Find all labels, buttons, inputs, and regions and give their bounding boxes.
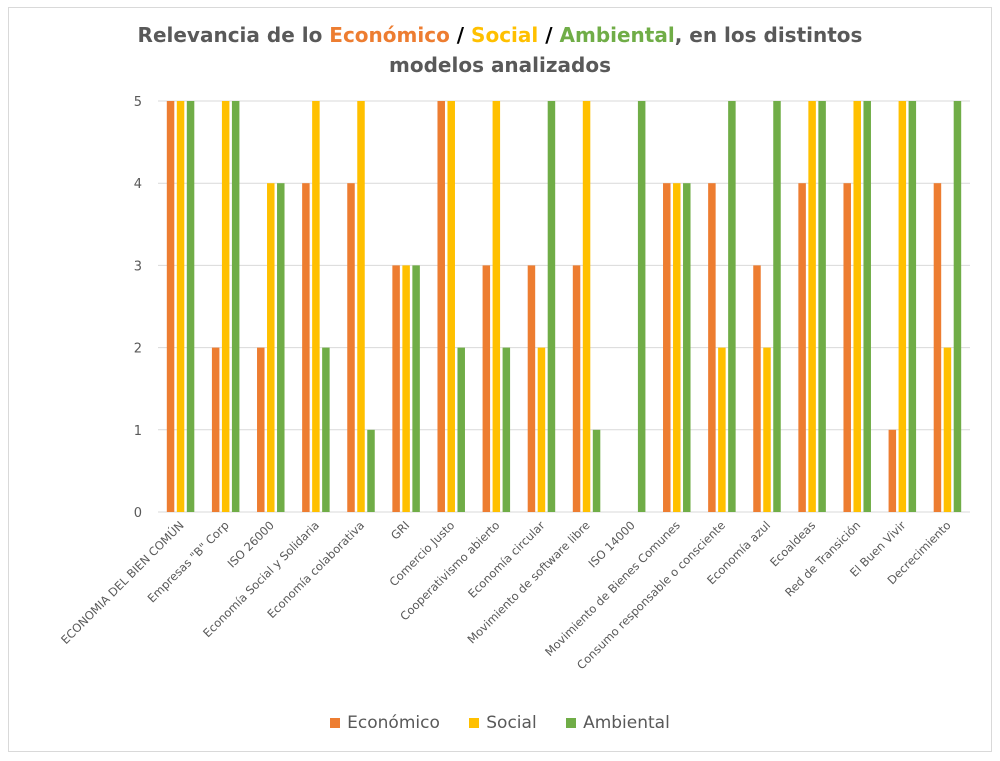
bar-economico-14 [798, 183, 806, 512]
x-tick-label: GRI [388, 518, 412, 542]
bar-economico-12 [708, 183, 716, 512]
x-tick-label: Red de Transición [782, 518, 863, 599]
bar-economico-7 [482, 265, 491, 512]
bar-economico-3 [302, 183, 310, 512]
y-axis-ticks: 0 1 2 3 4 5 [134, 95, 142, 521]
y-tick-label: 2 [134, 342, 142, 357]
bar-ambiental-14 [818, 101, 826, 512]
bar-social-11 [673, 183, 681, 512]
bar-ambiental-8 [547, 101, 556, 512]
bar-social-3 [312, 101, 320, 512]
bar-social-2 [267, 183, 275, 512]
legend-item-economico: Económico [330, 713, 440, 733]
bar-economico-11 [663, 183, 671, 512]
bar-social-8 [537, 347, 546, 512]
title-separator-1: / [449, 23, 472, 47]
bar-ambiental-11 [683, 183, 691, 512]
bar-ambiental-17 [953, 101, 962, 512]
y-tick-label: 5 [134, 95, 142, 110]
bar-social-15 [853, 101, 861, 512]
bar-ambiental-9 [592, 429, 601, 512]
bar-economico-2 [257, 347, 265, 512]
bar-economico-0 [166, 101, 175, 512]
bar-social-17 [943, 347, 952, 512]
legend-label-social: Social [486, 713, 537, 733]
legend-item-ambiental: Ambiental [566, 713, 670, 733]
bar-economico-8 [527, 265, 536, 512]
bar-ambiental-6 [457, 347, 465, 512]
chart-title: Relevancia de lo Económico / Social / Am… [0, 20, 1000, 80]
chart-title-line1: Relevancia de lo Económico / Social / Am… [0, 20, 1000, 50]
bar-ambiental-12 [728, 101, 736, 512]
bar-social-0 [176, 101, 185, 512]
bar-economico-1 [211, 347, 220, 512]
bar-social-16 [898, 101, 907, 512]
legend-label-economico: Económico [347, 713, 440, 733]
y-tick-label: 3 [134, 259, 142, 274]
bar-economico-15 [843, 183, 851, 512]
bar-ambiental-2 [277, 183, 285, 512]
chart-title-line2: modelos analizados [389, 53, 611, 77]
bar-economico-16 [888, 429, 897, 512]
bar-ambiental-4 [367, 429, 375, 512]
title-suffix: , en los distintos [674, 23, 863, 47]
title-economico: Económico [329, 23, 450, 47]
y-tick-label: 0 [134, 506, 142, 521]
bar-economico-6 [437, 101, 445, 512]
title-separator-2: / [538, 23, 560, 47]
bar-social-6 [447, 101, 455, 512]
bar-social-9 [582, 101, 591, 512]
bar-social-12 [718, 347, 726, 512]
bars [166, 101, 962, 512]
legend-label-ambiental: Ambiental [583, 713, 670, 733]
bar-ambiental-0 [186, 101, 195, 512]
bar-ambiental-5 [412, 265, 420, 512]
bar-social-5 [402, 265, 410, 512]
title-ambiental: Ambiental [559, 23, 675, 47]
title-prefix: Relevancia de lo [137, 23, 330, 47]
bar-economico-4 [347, 183, 355, 512]
title-social: Social [471, 23, 539, 47]
bar-economico-9 [572, 265, 581, 512]
bar-ambiental-7 [502, 347, 511, 512]
bar-economico-17 [933, 183, 942, 512]
y-tick-label: 1 [134, 424, 142, 439]
legend-swatch-social [469, 718, 480, 728]
gridlines [158, 100, 970, 513]
bar-ambiental-16 [908, 101, 917, 512]
legend-item-social: Social [469, 713, 537, 733]
legend: Económico Social Ambiental [0, 713, 1000, 733]
bar-social-1 [221, 101, 230, 512]
bar-economico-5 [392, 265, 400, 512]
legend-swatch-economico [330, 718, 341, 728]
bar-social-13 [763, 347, 771, 512]
bar-economico-13 [753, 265, 761, 512]
bar-ambiental-1 [231, 101, 240, 512]
bar-social-4 [357, 101, 365, 512]
bar-social-14 [808, 101, 816, 512]
bar-ambiental-10 [637, 101, 646, 512]
bar-ambiental-13 [773, 101, 781, 512]
x-tick-label: Economía circular [465, 518, 548, 601]
bar-ambiental-3 [322, 347, 330, 512]
bar-social-7 [492, 101, 501, 512]
x-tick-label: Empresas "B" Corp [145, 518, 232, 605]
y-tick-label: 4 [134, 177, 142, 192]
legend-swatch-ambiental [566, 718, 577, 728]
bar-ambiental-15 [863, 101, 871, 512]
